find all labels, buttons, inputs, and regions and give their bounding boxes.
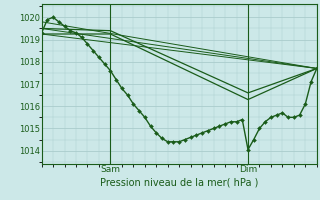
X-axis label: Pression niveau de la mer( hPa ): Pression niveau de la mer( hPa ) <box>100 177 258 187</box>
